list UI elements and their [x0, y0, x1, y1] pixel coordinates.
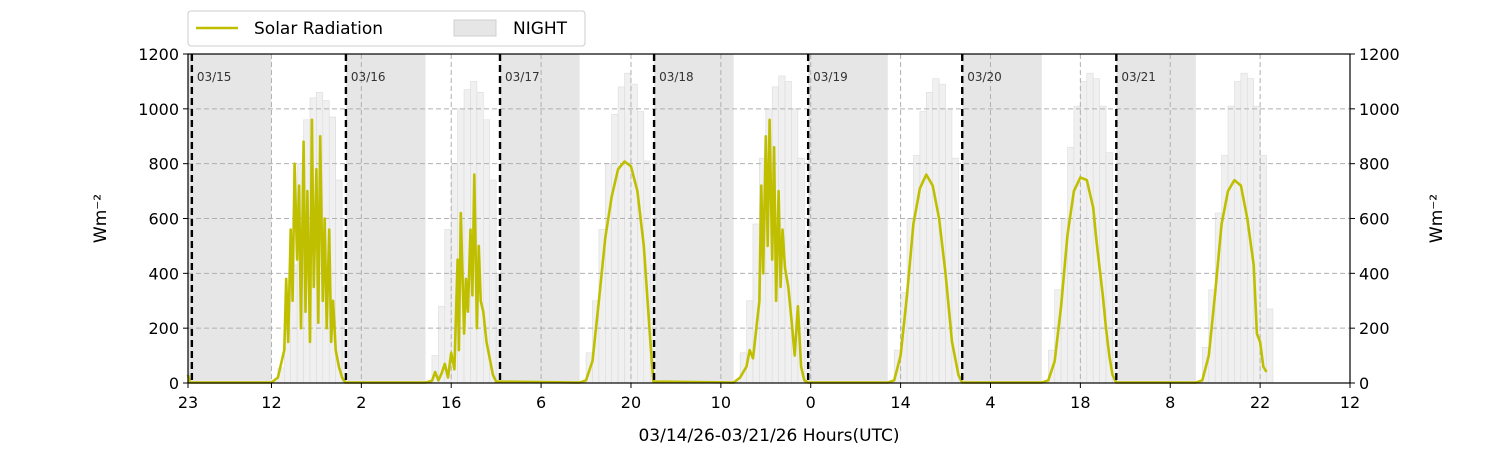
legend-label-night: NIGHT [513, 19, 568, 39]
clear-sky-bar [919, 111, 927, 384]
x-tick-label: 0 [806, 393, 816, 412]
x-tick-label: 2 [356, 393, 366, 412]
y-tick-label-left: 1000 [138, 100, 179, 119]
day-marker-label: 03/19 [813, 70, 848, 84]
clear-sky-bar [489, 179, 497, 384]
y-axis-title-left: Wm⁻² [91, 194, 111, 243]
clear-sky-bar [1086, 72, 1094, 384]
x-tick-label: 20 [621, 393, 641, 412]
clear-sky-bar [1240, 72, 1248, 384]
x-tick-label: 22 [1250, 393, 1270, 412]
clear-sky-histogram [271, 72, 1274, 384]
legend: Solar Radiation NIGHT [187, 10, 586, 47]
x-tick-label: 23 [178, 393, 198, 412]
x-tick-label: 12 [1340, 393, 1360, 412]
clear-sky-bar [1073, 105, 1081, 384]
day-marker-label: 03/15 [197, 70, 232, 84]
x-tick-label: 4 [985, 393, 995, 412]
y-tick-label-left: 0 [169, 374, 179, 393]
clear-sky-bar [932, 78, 940, 384]
solar-radiation-line [186, 118, 1268, 384]
clear-sky-bar [1234, 81, 1242, 384]
clear-sky-bar [611, 114, 619, 384]
x-tick-label: 12 [261, 393, 281, 412]
x-tick-label: 16 [441, 393, 461, 412]
x-tick-label: 14 [890, 393, 910, 412]
x-tick-label: 8 [1165, 393, 1175, 412]
day-marker-label: 03/17 [505, 70, 540, 84]
y-tick-label-right: 0 [1359, 374, 1369, 393]
x-tick-label: 6 [536, 393, 546, 412]
day-marker-label: 03/20 [967, 70, 1002, 84]
legend-swatch-night [453, 19, 497, 37]
y-tick-label-left: 400 [148, 264, 179, 283]
y-tick-label-left: 200 [148, 319, 179, 338]
day-marker-label: 03/21 [1121, 70, 1156, 84]
day-marker-label: 03/18 [659, 70, 694, 84]
clear-sky-bar [624, 72, 632, 384]
y-tick-label-right: 1200 [1359, 45, 1400, 64]
clear-sky-bar [746, 300, 754, 384]
y-tick-label-left: 600 [148, 210, 179, 229]
legend-label-solar-radiation: Solar Radiation [254, 19, 383, 39]
clear-sky-bar [1099, 105, 1107, 384]
y-tick-label-right: 1000 [1359, 100, 1400, 119]
clear-sky-bar [1080, 81, 1088, 384]
x-tick-label: 18 [1070, 393, 1090, 412]
x-tick-label: 10 [711, 393, 731, 412]
clear-sky-bar [1266, 308, 1274, 384]
x-axis-title: 03/14/26-03/21/26 Hours(UTC) [638, 426, 899, 446]
clear-sky-bar [925, 92, 934, 384]
y-tick-label-right: 200 [1359, 319, 1390, 338]
clear-sky-bar [630, 83, 638, 384]
day-marker-label: 03/16 [351, 70, 386, 84]
y-tick-label-right: 400 [1359, 264, 1390, 283]
clear-sky-bar [476, 92, 484, 384]
clear-sky-bar [1221, 155, 1229, 384]
day-markers: 03/15 03/16 03/17 03/18 03/19 03/20 03/21 [190, 54, 1156, 383]
y-axis-title-right: Wm⁻² [1427, 194, 1447, 243]
clear-sky-bar [617, 86, 625, 384]
clear-sky-bar [1067, 146, 1075, 384]
y-tick-label-left: 800 [148, 155, 179, 174]
clear-sky-bar [784, 81, 792, 384]
y-tick-label-left: 1200 [138, 45, 179, 64]
y-tick-label-right: 600 [1359, 210, 1390, 229]
clear-sky-bar [1227, 105, 1235, 384]
y-tick-label-right: 800 [1359, 155, 1390, 174]
series-layer [186, 118, 1268, 384]
